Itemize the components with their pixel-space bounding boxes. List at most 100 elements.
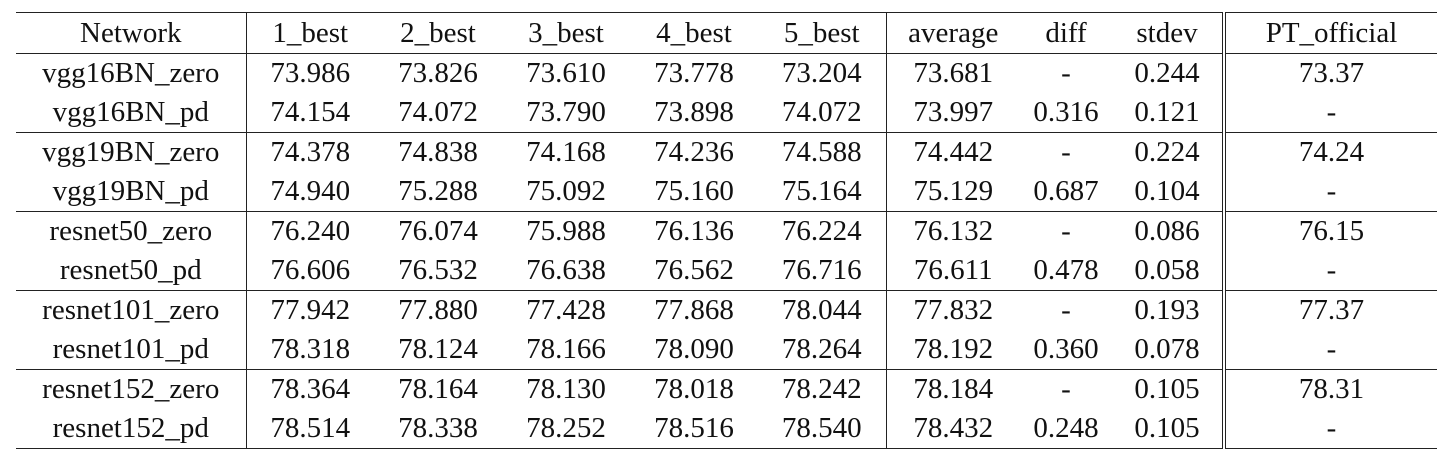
cell-average-best: 75.129 [886,172,1020,212]
cell-stdev: 0.244 [1112,54,1224,94]
cell-stdev: 0.193 [1112,291,1224,331]
cell-average-best: 78.192 [886,330,1020,370]
header-average: average [886,13,1020,54]
header-3-best: 3_best [502,13,630,54]
cell-average-best: 73.997 [886,93,1020,133]
table-body: vgg16BN_zero 73.986 73.826 73.610 73.778… [16,54,1437,449]
cell-3-best: 74.168 [502,133,630,173]
cell-4-best: 78.516 [630,409,758,449]
header-5-best: 5_best [758,13,886,54]
cell-1-best: 74.940 [246,172,374,212]
cell-1-best: 76.606 [246,251,374,291]
table-row: vgg19BN_pd 74.940 75.288 75.092 75.160 7… [16,172,1437,212]
cell-stdev: 0.224 [1112,133,1224,173]
cell-pt-official: 78.31 [1224,370,1437,410]
results-table: Network 1_best 2_best 3_best 4_best 5_be… [16,12,1437,449]
cell-1-best: 73.986 [246,54,374,94]
cell-1-best: 74.378 [246,133,374,173]
cell-2-best: 75.288 [374,172,502,212]
cell-4-best: 75.160 [630,172,758,212]
cell-network: resnet101_zero [16,291,246,331]
cell-4-best: 73.778 [630,54,758,94]
table-row: resnet50_pd 76.606 76.532 76.638 76.562 … [16,251,1437,291]
cell-network: resnet152_pd [16,409,246,449]
cell-3-best: 78.166 [502,330,630,370]
cell-stdev: 0.058 [1112,251,1224,291]
cell-diff: 0.360 [1020,330,1112,370]
cell-diff: - [1020,54,1112,94]
cell-2-best: 76.074 [374,212,502,252]
cell-5-best: 74.072 [758,93,886,133]
cell-4-best: 76.562 [630,251,758,291]
cell-diff: - [1020,133,1112,173]
table-row: resnet50_zero 76.240 76.074 75.988 76.13… [16,212,1437,252]
table-row: resnet152_zero 78.364 78.164 78.130 78.0… [16,370,1437,410]
cell-stdev: 0.086 [1112,212,1224,252]
cell-4-best: 73.898 [630,93,758,133]
table-header: Network 1_best 2_best 3_best 4_best 5_be… [16,13,1437,54]
cell-3-best: 78.130 [502,370,630,410]
cell-5-best: 78.540 [758,409,886,449]
cell-stdev: 0.105 [1112,370,1224,410]
cell-diff: 0.248 [1020,409,1112,449]
cell-stdev: 0.078 [1112,330,1224,370]
cell-5-best: 76.224 [758,212,886,252]
cell-4-best: 77.868 [630,291,758,331]
cell-network: vgg19BN_zero [16,133,246,173]
cell-average-best: 76.611 [886,251,1020,291]
cell-1-best: 78.364 [246,370,374,410]
cell-average: 78.184 [886,370,1020,410]
cell-4-best: 76.136 [630,212,758,252]
table-row: resnet101_pd 78.318 78.124 78.166 78.090… [16,330,1437,370]
cell-2-best: 77.880 [374,291,502,331]
cell-3-best: 73.610 [502,54,630,94]
cell-1-best: 76.240 [246,212,374,252]
cell-pt-official: 77.37 [1224,291,1437,331]
cell-diff: 0.478 [1020,251,1112,291]
cell-diff: - [1020,212,1112,252]
cell-5-best: 75.164 [758,172,886,212]
cell-3-best: 78.252 [502,409,630,449]
header-network: Network [16,13,246,54]
cell-5-best: 74.588 [758,133,886,173]
cell-1-best: 78.514 [246,409,374,449]
cell-average: 73.681 [886,54,1020,94]
header-1-best: 1_best [246,13,374,54]
cell-average: 77.832 [886,291,1020,331]
cell-5-best: 78.264 [758,330,886,370]
cell-2-best: 78.124 [374,330,502,370]
cell-5-best: 76.716 [758,251,886,291]
cell-network: vgg16BN_pd [16,93,246,133]
cell-4-best: 74.236 [630,133,758,173]
cell-1-best: 74.154 [246,93,374,133]
header-row: Network 1_best 2_best 3_best 4_best 5_be… [16,13,1437,54]
cell-network: resnet101_pd [16,330,246,370]
header-diff: diff [1020,13,1112,54]
cell-pt-official: - [1224,172,1437,212]
cell-3-best: 75.988 [502,212,630,252]
cell-stdev: 0.104 [1112,172,1224,212]
cell-1-best: 78.318 [246,330,374,370]
cell-pt-official: 76.15 [1224,212,1437,252]
header-2-best: 2_best [374,13,502,54]
cell-5-best: 78.044 [758,291,886,331]
cell-pt-official: - [1224,409,1437,449]
cell-4-best: 78.018 [630,370,758,410]
cell-stdev: 0.121 [1112,93,1224,133]
header-4-best: 4_best [630,13,758,54]
cell-network: vgg19BN_pd [16,172,246,212]
cell-average: 76.132 [886,212,1020,252]
cell-network: resnet152_zero [16,370,246,410]
table-row: vgg19BN_zero 74.378 74.838 74.168 74.236… [16,133,1437,173]
table-row: resnet101_zero 77.942 77.880 77.428 77.8… [16,291,1437,331]
header-pt-official: PT_official [1224,13,1437,54]
cell-average: 74.442 [886,133,1020,173]
cell-network: vgg16BN_zero [16,54,246,94]
cell-pt-official: - [1224,330,1437,370]
cell-5-best: 78.242 [758,370,886,410]
cell-3-best: 77.428 [502,291,630,331]
cell-average-best: 78.432 [886,409,1020,449]
header-stdev: stdev [1112,13,1224,54]
cell-stdev: 0.105 [1112,409,1224,449]
cell-2-best: 73.826 [374,54,502,94]
